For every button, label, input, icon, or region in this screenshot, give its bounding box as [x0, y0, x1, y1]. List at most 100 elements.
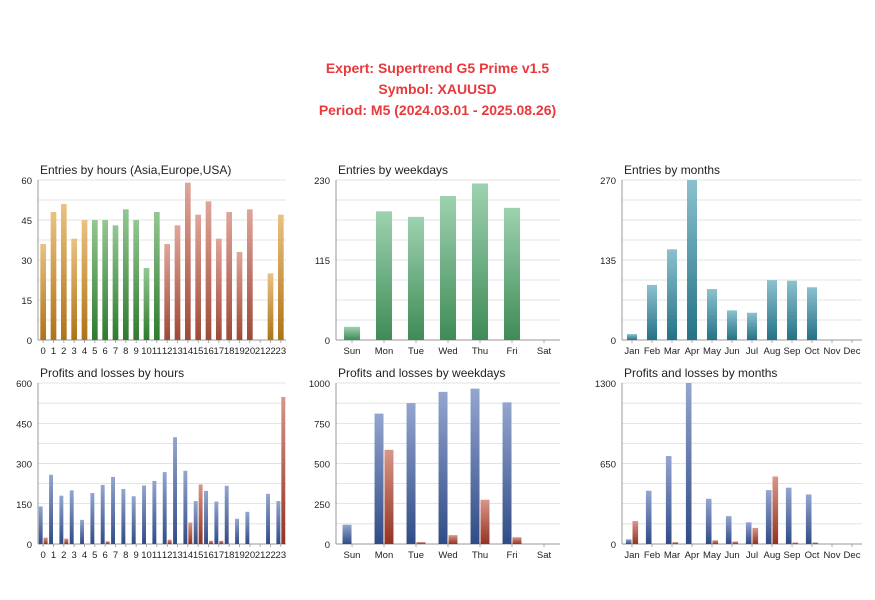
profit-bar-Sep: [785, 487, 792, 544]
bar-Thu: [472, 183, 488, 340]
x-tick-label: Sun: [344, 550, 361, 561]
y-tick-label: 230: [314, 176, 330, 187]
x-tick-label: Apr: [685, 550, 700, 561]
y-tick-label: 135: [600, 256, 616, 267]
bar-16: [205, 201, 212, 340]
loss-bar-May: [712, 540, 719, 544]
x-tick-label: Sat: [537, 346, 552, 357]
x-tick-label: Nov: [824, 346, 841, 357]
x-tick-label: May: [703, 550, 721, 561]
profit-bar-19: [235, 518, 239, 544]
y-tick-label: 150: [16, 500, 32, 511]
y-tick-label: 15: [21, 296, 32, 307]
y-tick-label: 0: [611, 540, 616, 551]
expert-title: Expert: Supertrend G5 Prime v1.5: [325, 60, 550, 76]
bar-2: [60, 204, 67, 340]
x-tick-label: 9: [134, 346, 139, 357]
profit-bar-Aug: [765, 490, 772, 544]
x-tick-label: 11: [152, 550, 162, 561]
bar-Sun: [344, 326, 360, 340]
x-tick-label: 8: [123, 346, 128, 357]
bar-6: [102, 220, 109, 340]
pl-hours-chart: Profits and losses by hours0150300450600…: [16, 366, 286, 561]
bar-18: [226, 212, 233, 340]
x-tick-label: 10: [141, 346, 152, 357]
profit-bar-8: [121, 488, 126, 544]
profit-bar-11: [152, 480, 157, 544]
x-tick-label: 7: [113, 346, 118, 357]
profit-bar-7: [111, 476, 115, 544]
bar-May: [707, 289, 717, 340]
profit-bar-Jul: [745, 522, 752, 544]
loss-bar-Wed: [448, 535, 458, 544]
bar-5: [91, 220, 98, 340]
x-tick-label: 13: [172, 550, 183, 561]
x-tick-label: 3: [72, 550, 77, 561]
bar-8: [122, 209, 129, 340]
entries-hours-chart: Entries by hours (Asia,Europe,USA)015304…: [21, 163, 286, 357]
loss-bar-23: [281, 396, 286, 544]
x-tick-label: Dec: [844, 346, 861, 357]
profit-bar-12: [162, 472, 167, 544]
loss-bar-Jan: [632, 521, 639, 544]
entries-hours-title: Entries by hours (Asia,Europe,USA): [40, 163, 231, 177]
profit-bar-May: [705, 498, 712, 544]
bar-Jul: [747, 312, 757, 340]
profit-bar-13: [173, 437, 177, 544]
bar-22: [267, 273, 274, 340]
y-tick-label: 500: [314, 460, 330, 471]
profit-bar-5: [90, 493, 95, 544]
loss-bar-Mar: [672, 542, 679, 544]
profit-bar-4: [80, 519, 84, 544]
bar-12: [164, 244, 171, 340]
profit-bar-3: [69, 490, 74, 544]
profit-bar-Wed: [438, 391, 448, 544]
x-tick-label: 18: [224, 550, 235, 561]
bar-Mar: [667, 249, 677, 340]
profit-bar-16: [204, 490, 208, 544]
x-tick-label: Sun: [344, 346, 361, 357]
profit-bar-18: [224, 485, 229, 544]
loss-bar-0: [43, 537, 48, 544]
loss-bar-Jul: [752, 527, 759, 544]
x-tick-label: 12: [162, 346, 173, 357]
x-tick-label: Jun: [724, 346, 739, 357]
x-tick-label: Sat: [537, 550, 552, 561]
x-tick-label: Sep: [784, 550, 801, 561]
y-tick-label: 0: [611, 336, 616, 347]
loss-bar-Fri: [512, 537, 522, 544]
y-tick-label: 1300: [595, 379, 616, 390]
x-tick-label: Feb: [644, 550, 660, 561]
x-tick-label: 2: [61, 346, 66, 357]
loss-bar-6: [105, 541, 110, 544]
profit-bar-22: [266, 493, 270, 544]
x-tick-label: 13: [172, 346, 183, 357]
profit-bar-Oct: [805, 494, 812, 544]
bar-Sep: [787, 280, 797, 340]
bar-9: [133, 220, 140, 340]
profit-bar-20: [245, 511, 250, 544]
x-tick-label: 4: [82, 346, 87, 357]
x-tick-label: 4: [82, 550, 87, 561]
x-tick-label: Jul: [746, 550, 758, 561]
x-tick-label: 1: [51, 550, 56, 561]
bar-11: [153, 212, 160, 340]
x-tick-label: Oct: [805, 550, 820, 561]
loss-bar-16: [209, 540, 213, 544]
bar-Mon: [376, 211, 392, 340]
x-tick-label: Aug: [764, 550, 781, 561]
profit-bar-Mar: [665, 456, 672, 544]
bar-19: [236, 252, 243, 340]
x-tick-label: 21: [255, 346, 266, 357]
profit-bar-9: [131, 496, 136, 544]
bar-Oct: [807, 287, 817, 340]
loss-bar-Jun: [732, 541, 739, 544]
x-tick-label: 23: [276, 550, 287, 561]
y-tick-label: 115: [315, 256, 330, 267]
x-tick-label: 8: [123, 550, 128, 561]
entries-weekdays-chart: Entries by weekdays 0 115 230 Sun Mon Tue Wed Th…: [314, 163, 560, 357]
x-tick-label: Jan: [624, 346, 639, 357]
x-tick-label: 22: [265, 550, 276, 561]
x-tick-label: Wed: [438, 346, 457, 357]
x-tick-label: 9: [134, 550, 139, 561]
